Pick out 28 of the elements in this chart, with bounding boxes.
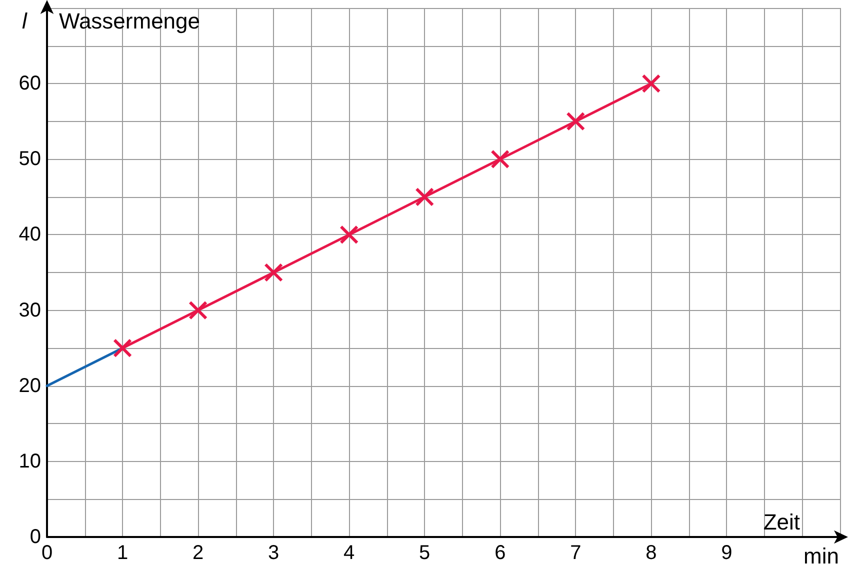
y-tick-label: 30 — [18, 299, 41, 322]
x-tick-label: 4 — [344, 542, 355, 564]
x-tick-label: 8 — [646, 542, 657, 564]
point — [188, 300, 208, 320]
point — [340, 225, 359, 244]
y-tick-label: 10 — [18, 450, 41, 472]
y-tick-label: 60 — [18, 72, 41, 95]
x-tick-label: 1 — [116, 542, 128, 564]
x-tick-label: 5 — [419, 542, 430, 564]
y-tick-label: 50 — [18, 148, 41, 170]
y-tick-label: 40 — [18, 224, 41, 246]
point — [264, 263, 284, 282]
x-tick-label: 3 — [268, 542, 280, 564]
x-tick-label: 7 — [570, 542, 582, 564]
point — [566, 112, 586, 131]
text: min — [804, 544, 840, 568]
y-tick-label: 0 — [30, 526, 41, 548]
y-axis-title: Wassermenge — [59, 8, 200, 34]
y-tick-label: 20 — [18, 374, 41, 397]
x-tick-label: 2 — [192, 542, 204, 564]
x-tick-label: 6 — [494, 542, 506, 564]
point — [642, 74, 661, 94]
point — [113, 338, 132, 358]
point — [490, 150, 510, 169]
point — [415, 187, 434, 206]
text: l — [22, 8, 28, 34]
x-tick-label: 9 — [721, 542, 732, 564]
x-axis-title: Zeit — [763, 510, 800, 534]
